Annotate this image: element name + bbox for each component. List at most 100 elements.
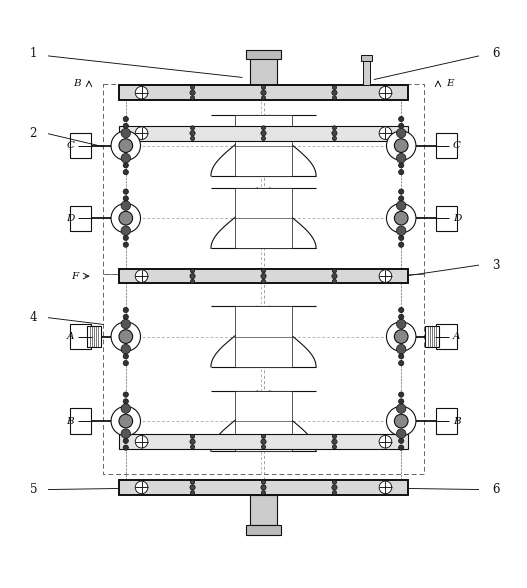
- Circle shape: [333, 435, 337, 439]
- Circle shape: [379, 435, 392, 448]
- Bar: [235, 188, 292, 248]
- Circle shape: [119, 415, 133, 428]
- Text: D: D: [66, 213, 74, 223]
- Circle shape: [332, 131, 337, 136]
- Circle shape: [190, 480, 194, 485]
- Circle shape: [123, 242, 129, 248]
- Circle shape: [261, 439, 266, 445]
- Circle shape: [123, 399, 129, 404]
- Circle shape: [396, 201, 406, 211]
- Circle shape: [123, 163, 129, 168]
- Circle shape: [396, 128, 406, 138]
- Bar: [250, 55, 277, 85]
- Circle shape: [121, 201, 131, 211]
- Circle shape: [190, 131, 195, 136]
- Circle shape: [379, 86, 392, 99]
- Circle shape: [332, 90, 337, 95]
- Circle shape: [398, 235, 404, 240]
- Text: 6: 6: [493, 47, 500, 60]
- Circle shape: [121, 345, 131, 354]
- Bar: [361, 55, 372, 61]
- Circle shape: [396, 153, 406, 163]
- Circle shape: [123, 189, 129, 194]
- Circle shape: [379, 127, 392, 139]
- Circle shape: [261, 273, 266, 279]
- Circle shape: [111, 203, 141, 233]
- Circle shape: [394, 330, 408, 343]
- Bar: [70, 324, 91, 349]
- Text: B: B: [66, 416, 74, 426]
- Circle shape: [121, 404, 131, 413]
- Circle shape: [398, 353, 404, 359]
- Circle shape: [394, 211, 408, 225]
- Circle shape: [190, 126, 194, 130]
- Circle shape: [386, 131, 416, 161]
- Text: 6: 6: [493, 483, 500, 496]
- Circle shape: [190, 445, 194, 449]
- Circle shape: [123, 353, 129, 359]
- Circle shape: [261, 279, 266, 283]
- Circle shape: [135, 435, 148, 448]
- Circle shape: [190, 273, 195, 279]
- Bar: [235, 306, 292, 367]
- Bar: [70, 133, 91, 158]
- Text: E: E: [446, 79, 454, 88]
- Bar: [87, 326, 101, 347]
- Circle shape: [261, 90, 266, 95]
- Circle shape: [261, 480, 266, 485]
- Text: 1: 1: [30, 47, 37, 60]
- Circle shape: [332, 485, 337, 490]
- Bar: [235, 391, 292, 452]
- Bar: [247, 525, 280, 534]
- Text: F: F: [71, 272, 79, 280]
- Bar: [119, 435, 408, 449]
- Circle shape: [261, 445, 266, 449]
- Circle shape: [123, 116, 129, 122]
- Circle shape: [121, 319, 131, 329]
- Text: B: B: [73, 79, 81, 88]
- Circle shape: [398, 360, 404, 366]
- Circle shape: [398, 308, 404, 313]
- Circle shape: [398, 189, 404, 194]
- Text: 4: 4: [30, 311, 37, 324]
- Circle shape: [121, 226, 131, 235]
- Circle shape: [121, 153, 131, 163]
- Text: D: D: [453, 213, 461, 223]
- Text: 5: 5: [30, 483, 37, 496]
- Circle shape: [333, 279, 337, 283]
- Circle shape: [123, 445, 129, 450]
- Text: A: A: [453, 332, 460, 341]
- Text: 2: 2: [30, 127, 37, 140]
- Bar: [436, 206, 457, 230]
- Text: C: C: [453, 141, 461, 150]
- Bar: [119, 269, 408, 283]
- Circle shape: [261, 136, 266, 141]
- Circle shape: [396, 429, 406, 438]
- Bar: [425, 326, 438, 347]
- Circle shape: [123, 169, 129, 175]
- Circle shape: [332, 273, 337, 279]
- Circle shape: [190, 90, 195, 95]
- Circle shape: [398, 392, 404, 397]
- Circle shape: [135, 481, 148, 494]
- Circle shape: [333, 445, 337, 449]
- Circle shape: [333, 480, 337, 485]
- Circle shape: [261, 269, 266, 273]
- Circle shape: [190, 269, 194, 273]
- Circle shape: [261, 96, 266, 100]
- Circle shape: [190, 136, 194, 141]
- Bar: [119, 480, 408, 495]
- Circle shape: [333, 96, 337, 100]
- Bar: [235, 115, 292, 176]
- Circle shape: [121, 429, 131, 438]
- Circle shape: [398, 123, 404, 129]
- Bar: [119, 126, 408, 141]
- Circle shape: [190, 279, 194, 283]
- Circle shape: [386, 406, 416, 436]
- Circle shape: [398, 445, 404, 450]
- Text: B: B: [453, 416, 461, 426]
- Circle shape: [190, 96, 194, 100]
- Bar: [247, 49, 280, 59]
- Circle shape: [332, 439, 337, 445]
- Circle shape: [394, 139, 408, 152]
